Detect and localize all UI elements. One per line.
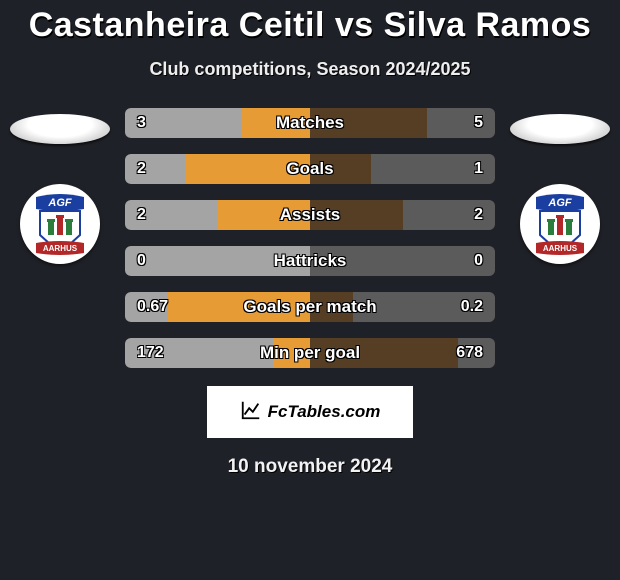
player-right-photo-placeholder <box>510 114 610 144</box>
stat-left-value: 172 <box>125 344 176 362</box>
chart-icon <box>240 399 262 426</box>
stat-left-value: 2 <box>125 206 158 224</box>
stat-row: 21Goals <box>125 154 495 184</box>
subtitle: Club competitions, Season 2024/2025 <box>0 59 620 80</box>
player-left-crest: AGF AARHUS <box>20 184 100 264</box>
stat-right-value: 0 <box>462 252 495 270</box>
brand-badge: FcTables.com <box>207 386 413 438</box>
stat-row: 00Hattricks <box>125 246 495 276</box>
stat-left-value: 2 <box>125 160 158 178</box>
svg-text:AGF: AGF <box>47 197 72 209</box>
comparison-content: AGFAARHUS 35Matches21Goals22Assists00Hat… <box>0 108 620 384</box>
player-left-column: AGF AARHUS <box>5 108 115 264</box>
stat-right-value: 5 <box>462 114 495 132</box>
stat-right-value: 678 <box>444 344 495 362</box>
stat-left-value: 0 <box>125 252 158 270</box>
svg-text:AGF: AGF <box>547 197 572 209</box>
stat-row: 0.670.2Goals per match <box>125 292 495 322</box>
player-right-column: AGF AARHUS <box>505 108 615 264</box>
svg-text:AARHUS: AARHUS <box>543 244 578 253</box>
stat-right-value: 2 <box>462 206 495 224</box>
stat-row: 35Matches <box>125 108 495 138</box>
player-left-photo-placeholder <box>10 114 110 144</box>
stat-right-value: 0.2 <box>449 298 495 316</box>
stat-left-value: 0.67 <box>125 298 180 316</box>
svg-text:AARHUS: AARHUS <box>43 244 78 253</box>
stat-bars: 35Matches21Goals22Assists00Hattricks0.67… <box>125 108 495 384</box>
date-label: 10 november 2024 <box>0 456 620 478</box>
player-right-crest: AGF AARHUS <box>520 184 600 264</box>
stat-row: 22Assists <box>125 200 495 230</box>
page-title: Castanheira Ceitil vs Silva Ramos <box>0 0 620 45</box>
stat-left-value: 3 <box>125 114 158 132</box>
stat-row: 172678Min per goal <box>125 338 495 368</box>
stat-right-value: 1 <box>462 160 495 178</box>
brand-text: FcTables.com <box>268 402 381 422</box>
